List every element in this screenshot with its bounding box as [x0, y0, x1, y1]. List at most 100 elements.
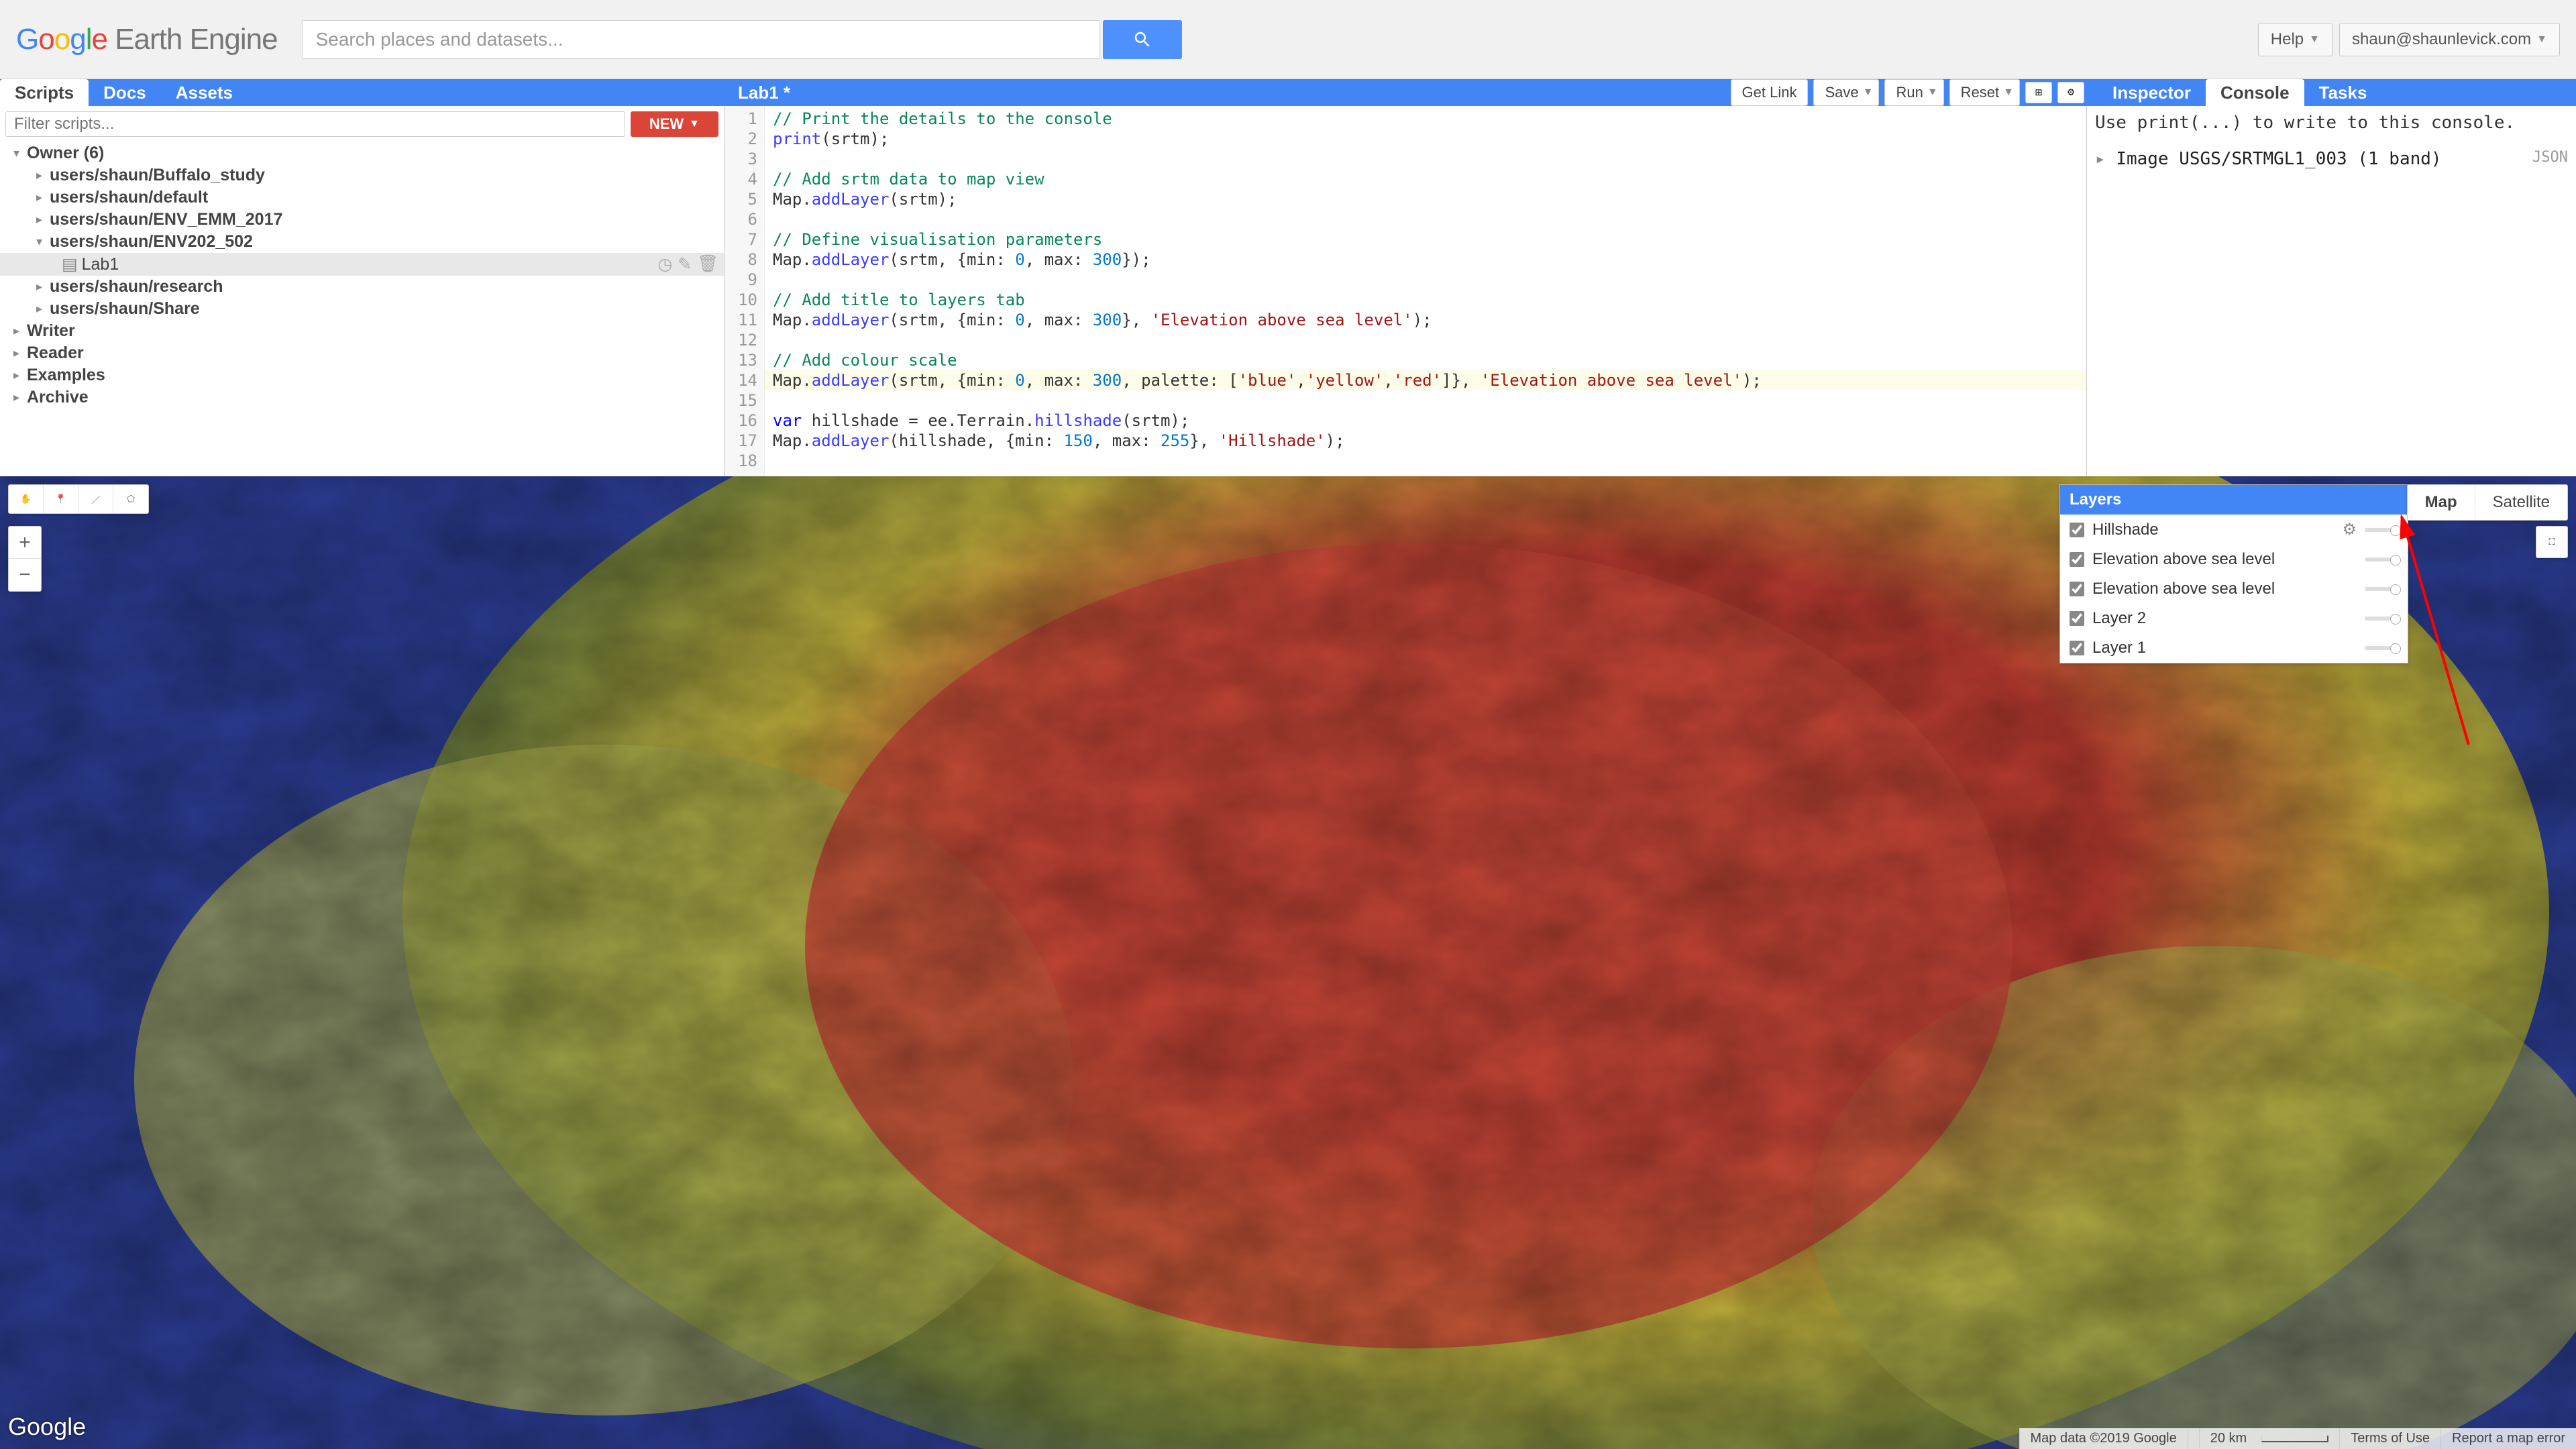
opacity-slider[interactable]	[2365, 616, 2398, 621]
polygon-tool-button[interactable]: ⬠	[113, 485, 148, 513]
editor-title: Lab1 *	[738, 83, 1725, 103]
caret-down-icon: ▼	[2536, 34, 2547, 46]
plus-icon: +	[19, 531, 31, 553]
edit-icon[interactable]: ✎	[678, 254, 692, 274]
layer-row[interactable]: Layer 1	[2060, 633, 2408, 663]
tree-section-archive[interactable]: ▸Archive	[0, 386, 724, 409]
console-output-row[interactable]: ▸ Image USGS/SRTMGL1_003 (1 band) JSON	[2095, 148, 2568, 170]
caret-down-icon: ▼	[1927, 87, 1938, 99]
zoom-in-button[interactable]: +	[9, 527, 41, 559]
app-header: Google Earth Engine Search places and da…	[0, 0, 2576, 79]
layers-header: Layers	[2060, 485, 2408, 515]
layer-name: Layer 1	[2092, 639, 2357, 657]
logo: Google Earth Engine	[16, 23, 278, 56]
grid-icon: ⊞	[2035, 87, 2042, 98]
pan-tool-button[interactable]: ✋	[9, 485, 44, 513]
tree-section-reader[interactable]: ▸Reader	[0, 342, 724, 364]
layer-checkbox[interactable]	[2070, 523, 2084, 537]
get-link-button[interactable]: Get Link	[1731, 79, 1809, 106]
tree-script-actions: ◷ ✎ 🗑	[657, 254, 718, 274]
gear-icon: ⚙	[2067, 87, 2075, 98]
layers-panel: Layers Hillshade ⚙ Elevation above sea l…	[2059, 484, 2408, 663]
chevron-right-icon: ▸	[36, 213, 46, 227]
map-viewport[interactable]: ✋ 📍 ／ ⬠ + − Layers Hillshade ⚙ Elevation…	[0, 476, 2576, 1449]
scripts-tree: ▾Owner (6) ▸users/shaun/Buffalo_study ▸u…	[0, 142, 724, 409]
apps-button[interactable]: ⊞	[2025, 82, 2052, 103]
tab-console[interactable]: Console	[2206, 79, 2304, 106]
tree-folder[interactable]: ▸users/shaun/research	[0, 276, 724, 298]
chevron-right-icon: ▸	[13, 368, 23, 382]
opacity-slider[interactable]	[2365, 557, 2398, 561]
tree-folder[interactable]: ▸users/shaun/default	[0, 186, 724, 209]
history-icon[interactable]: ◷	[657, 254, 672, 274]
tab-scripts[interactable]: Scripts	[0, 79, 89, 106]
file-icon: ▤	[62, 254, 78, 274]
fullscreen-button[interactable]: ⛶	[2536, 526, 2568, 558]
code-body[interactable]: // Print the details to the consoleprint…	[765, 106, 2086, 476]
tab-docs[interactable]: Docs	[89, 79, 161, 106]
chevron-right-icon: ▸	[13, 346, 23, 360]
tree-section-owner[interactable]: ▾Owner (6)	[0, 142, 724, 164]
chevron-right-icon: ▸	[36, 280, 46, 294]
layer-checkbox[interactable]	[2070, 582, 2084, 596]
map-scalebar: 20 km	[2188, 1428, 2339, 1449]
map-footer: Map data ©2019 Google 20 km Terms of Use…	[2019, 1428, 2576, 1449]
tree-folder[interactable]: ▸users/shaun/Share	[0, 298, 724, 320]
tab-tasks[interactable]: Tasks	[2304, 79, 2382, 106]
opacity-slider[interactable]	[2365, 646, 2398, 650]
terms-link[interactable]: Terms of Use	[2339, 1428, 2440, 1449]
opacity-slider[interactable]	[2365, 528, 2398, 532]
filter-scripts-input[interactable]	[5, 111, 625, 137]
chevron-right-icon: ▸	[36, 168, 46, 182]
layer-row[interactable]: Elevation above sea level	[2060, 545, 2408, 574]
layer-row[interactable]: Hillshade ⚙	[2060, 515, 2408, 545]
layer-row[interactable]: Layer 2	[2060, 604, 2408, 633]
pin-icon: 📍	[55, 494, 66, 504]
tree-folder[interactable]: ▸users/shaun/Buffalo_study	[0, 164, 724, 186]
help-button[interactable]: Help▼	[2258, 23, 2332, 56]
fullscreen-icon: ⛶	[2548, 537, 2555, 547]
tree-section-examples[interactable]: ▸Examples	[0, 364, 724, 386]
layer-checkbox[interactable]	[2070, 552, 2084, 567]
tab-assets[interactable]: Assets	[161, 79, 248, 106]
search-button[interactable]	[1103, 20, 1182, 59]
gear-icon[interactable]: ⚙	[2342, 520, 2357, 539]
report-error-link[interactable]: Report a map error	[2440, 1428, 2576, 1449]
opacity-slider[interactable]	[2365, 587, 2398, 591]
left-panel-tabs: Scripts Docs Assets	[0, 79, 724, 106]
code-editor[interactable]: 123456789101112131415161718 // Print the…	[724, 106, 2087, 476]
right-panel-tabs: Inspector Console Tasks	[2098, 79, 2381, 106]
tree-folder-expanded[interactable]: ▾users/shaun/ENV202_502	[0, 231, 724, 253]
layer-row[interactable]: Elevation above sea level	[2060, 574, 2408, 604]
maptype-map-button[interactable]: Map	[2408, 485, 2475, 520]
search-input[interactable]: Search places and datasets...	[302, 20, 1100, 59]
caret-down-icon: ▼	[1863, 87, 1874, 99]
chevron-down-icon: ▾	[36, 235, 46, 249]
marker-tool-button[interactable]: 📍	[44, 485, 78, 513]
toolbar-row: Scripts Docs Assets Lab1 * Get Link Save…	[0, 79, 2576, 106]
save-button[interactable]: Save▼	[1813, 79, 1879, 106]
google-watermark: Google	[8, 1413, 86, 1441]
chevron-down-icon: ▾	[13, 146, 23, 160]
layer-checkbox[interactable]	[2070, 611, 2084, 626]
chevron-right-icon: ▸	[13, 390, 23, 405]
maptype-satellite-button[interactable]: Satellite	[2475, 485, 2567, 520]
main-split: NEW▼ ▾Owner (6) ▸users/shaun/Buffalo_stu…	[0, 106, 2576, 476]
layer-name: Elevation above sea level	[2092, 580, 2357, 598]
editor-titlebar: Lab1 * Get Link Save▼ Run▼ Reset▼ ⊞ ⚙	[730, 79, 2092, 106]
tree-folder[interactable]: ▸users/shaun/ENV_EMM_2017	[0, 209, 724, 231]
tree-section-writer[interactable]: ▸Writer	[0, 320, 724, 342]
delete-icon[interactable]: 🗑	[697, 254, 718, 274]
user-menu-button[interactable]: shaun@shaunlevick.com▼	[2339, 23, 2560, 56]
json-link[interactable]: JSON	[2532, 149, 2568, 166]
tab-inspector[interactable]: Inspector	[2098, 79, 2206, 106]
layer-checkbox[interactable]	[2070, 641, 2084, 655]
layer-name: Hillshade	[2092, 521, 2334, 539]
zoom-out-button[interactable]: −	[9, 559, 41, 591]
tree-script-selected[interactable]: ▤ Lab1 ◷ ✎ 🗑	[0, 253, 724, 276]
line-tool-button[interactable]: ／	[78, 485, 113, 513]
new-script-button[interactable]: NEW▼	[631, 111, 718, 137]
run-button[interactable]: Run▼	[1884, 79, 1943, 106]
reset-button[interactable]: Reset▼	[1949, 79, 2020, 106]
settings-button[interactable]: ⚙	[2057, 82, 2084, 103]
